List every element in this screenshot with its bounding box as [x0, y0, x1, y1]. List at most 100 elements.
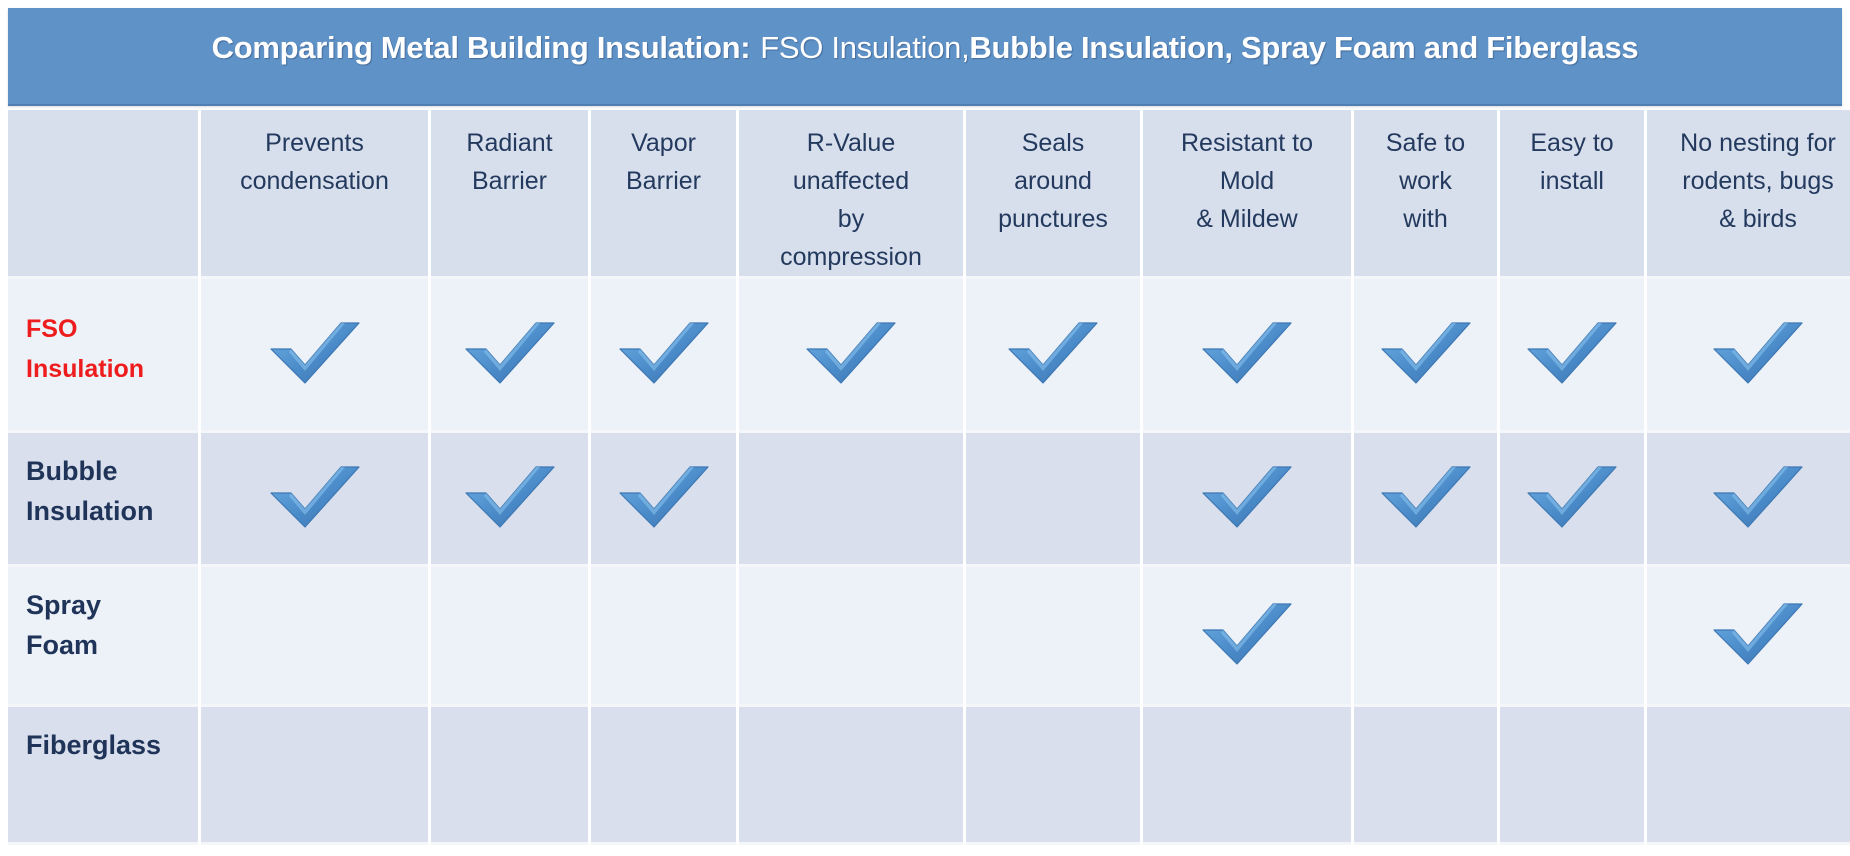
checkmark-icon	[1380, 463, 1472, 529]
table-cell	[1143, 433, 1351, 567]
table-cell	[1143, 707, 1351, 845]
title-bar: Comparing Metal Building Insulation: FSO …	[8, 8, 1842, 106]
table-cell	[1647, 279, 1850, 433]
column-header: Radiant Barrier	[431, 110, 588, 279]
table-cell	[591, 279, 736, 433]
table-cell	[1143, 567, 1351, 707]
column-header-line: Barrier	[471, 167, 547, 195]
checkmark-icon	[1201, 463, 1293, 529]
column-header-line: Easy to	[1530, 129, 1614, 157]
table-cell	[201, 567, 428, 707]
checkmark-icon	[618, 319, 710, 385]
table-cell	[431, 433, 588, 567]
table-cell	[966, 433, 1140, 567]
title-sub: FSO Insulation,	[760, 30, 970, 65]
row-label: FSO Insulation	[8, 279, 198, 433]
column-header: Safe to work with	[1354, 110, 1497, 279]
checkmark-icon	[618, 463, 710, 529]
table-cell	[431, 279, 588, 433]
table-cell	[1647, 707, 1850, 845]
title-rest: Bubble Insulation, Spray Foam and Fiberg…	[969, 30, 1639, 65]
table-cell	[1143, 279, 1351, 433]
column-header-line: Prevents	[265, 129, 364, 157]
table-cell	[1500, 433, 1644, 567]
column-header: Prevents condensation	[201, 110, 428, 279]
table-cell	[201, 707, 428, 845]
checkmark-icon	[1380, 319, 1472, 385]
table-cell	[591, 707, 736, 845]
row-label-line: Insulation	[26, 496, 154, 526]
table-cell	[431, 567, 588, 707]
comparison-table: Prevents condensation Radiant Barrier Vapo…	[5, 110, 1850, 845]
checkmark-icon	[464, 463, 556, 529]
checkmark-icon	[1712, 319, 1804, 385]
column-header: Resistant to Mold & Mildew	[1143, 110, 1351, 279]
table-row: Fiberglass	[8, 707, 1850, 845]
table-cell	[591, 567, 736, 707]
checkmark-icon	[1526, 319, 1618, 385]
table-cell	[1354, 567, 1497, 707]
table-cell	[1354, 279, 1497, 433]
column-header-line: rodents, bugs	[1682, 167, 1834, 195]
table-cell	[739, 567, 963, 707]
table-row: FSO Insulation	[8, 279, 1850, 433]
column-header: Seals around punctures	[966, 110, 1140, 279]
table-cell	[1500, 707, 1644, 845]
column-header: Easy to install	[1500, 110, 1644, 279]
checkmark-icon	[464, 319, 556, 385]
checkmark-icon	[1712, 463, 1804, 529]
page-title: Comparing Metal Building Insulation: FSO …	[212, 30, 1639, 66]
column-header-line: by	[837, 205, 865, 233]
table-cell	[1354, 433, 1497, 567]
column-header-line: unaffected	[792, 167, 910, 195]
checkmark-icon	[1201, 600, 1293, 666]
column-header-line: & Mildew	[1196, 205, 1298, 233]
table-cell	[966, 567, 1140, 707]
checkmark-icon	[269, 319, 361, 385]
column-header: Vapor Barrier	[591, 110, 736, 279]
column-header-line: Mold	[1219, 167, 1275, 195]
row-label-line: Fiberglass	[26, 730, 162, 760]
table-cell	[1647, 567, 1850, 707]
corner-cell	[8, 110, 198, 279]
row-label-line: Spray	[26, 590, 102, 620]
table-cell	[1500, 567, 1644, 707]
table-cell	[591, 433, 736, 567]
table-cell	[739, 433, 963, 567]
column-header-line: Vapor	[631, 129, 696, 157]
checkmark-icon	[1526, 463, 1618, 529]
column-header-line: work	[1399, 167, 1452, 195]
row-label-line: Foam	[26, 630, 99, 660]
column-header-line: Seals	[1021, 129, 1085, 157]
table-cell	[431, 707, 588, 845]
column-header-line: install	[1540, 167, 1604, 195]
table-cell	[966, 279, 1140, 433]
table-cell	[1500, 279, 1644, 433]
row-label: Spray Foam	[8, 567, 198, 707]
row-label: Bubble Insulation	[8, 433, 198, 567]
table-row: Spray Foam	[8, 567, 1850, 707]
header-row: Prevents condensation Radiant Barrier Vapo…	[8, 110, 1850, 279]
row-label-line: Insulation	[26, 355, 145, 383]
checkmark-icon	[805, 319, 897, 385]
column-header-line: Radiant	[466, 129, 553, 157]
column-header-line: compression	[780, 243, 922, 271]
column-header-line: Barrier	[625, 167, 701, 195]
checkmark-icon	[269, 463, 361, 529]
column-header-line: Resistant to	[1180, 129, 1313, 157]
table-cell	[201, 279, 428, 433]
row-label: Fiberglass	[8, 707, 198, 845]
column-header-line: R-Value	[806, 129, 896, 157]
table-cell	[739, 279, 963, 433]
comparison-chart: Comparing Metal Building Insulation: FSO …	[8, 8, 1850, 845]
checkmark-icon	[1712, 600, 1804, 666]
column-header: No nesting for rodents, bugs & birds	[1647, 110, 1850, 279]
column-header-line: & birds	[1719, 205, 1797, 233]
checkmark-icon	[1007, 319, 1099, 385]
column-header-line: condensation	[240, 167, 389, 195]
title-main: Comparing Metal Building Insulation:	[211, 30, 751, 65]
column-header-line: around	[1014, 167, 1092, 195]
table-row: Bubble Insulation	[8, 433, 1850, 567]
column-header-line: No nesting for	[1680, 129, 1836, 157]
table-cell	[1647, 433, 1850, 567]
